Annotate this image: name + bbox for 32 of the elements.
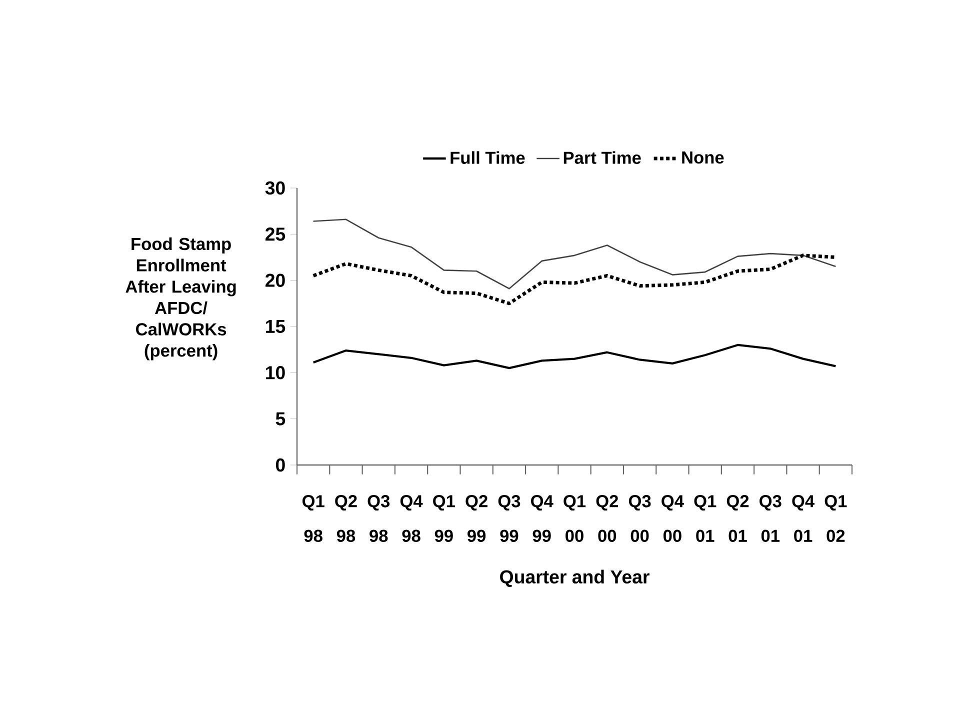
y-tick-label: 25 [266,228,286,241]
x-tick-label: Q4 99 [531,495,554,542]
x-tick-label: Q2 98 [335,495,357,542]
y-axis-title: Food Stamp Enrollment After Leaving AFDC/ CalWORKs (percent) [126,237,236,360]
x-tick-label: Q4 01 [792,495,815,542]
legend-label: Part Time [564,151,641,164]
x-tick-label: Q1 00 [564,495,586,542]
x-tick-label: Q1 99 [433,495,455,542]
x-axis-title: Quarter and Year [500,570,650,588]
x-tick-label: Q4 98 [400,495,423,542]
line-series [312,218,836,290]
legend-label: None [682,152,724,164]
x-tick-label: Q3 01 [760,495,782,542]
line-series [312,254,838,306]
y-tick-label: 15 [266,320,286,334]
x-tick-label: Q3 99 [498,495,520,542]
x-tick-label: Q2 99 [466,495,488,542]
y-tick-label: 0 [276,458,285,472]
x-tick-label: Q2 00 [596,495,618,542]
y-tick-label: 30 [265,181,285,195]
y-tick-label: 10 [266,366,285,380]
x-tick-label: Q1 01 [694,495,716,542]
x-tick-label: Q1 02 [824,495,847,542]
line-series [312,344,837,370]
y-tick-label: 5 [276,412,286,426]
x-tick-label: Q1 98 [302,495,324,542]
x-tick-label: Q2 01 [726,495,749,542]
x-tick-label: Q3 98 [368,495,390,542]
y-tick-label: 20 [266,274,285,287]
x-tick-label: Q3 00 [628,495,651,542]
x-tick-label: Q4 00 [662,495,684,542]
legend-label: Full Time [450,151,525,164]
